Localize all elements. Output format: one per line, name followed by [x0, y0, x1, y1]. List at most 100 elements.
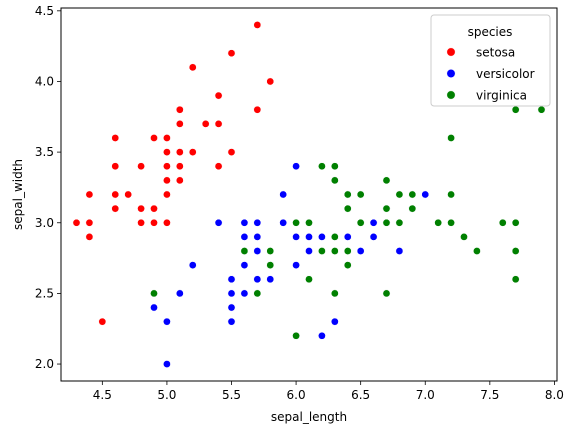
data-point-setosa [137, 162, 145, 171]
x-tick-label: 4.5 [93, 388, 112, 402]
legend-marker-versicolor [446, 69, 456, 78]
data-point-setosa [188, 148, 197, 156]
data-point-setosa [137, 218, 145, 227]
data-point-virginica [498, 218, 507, 227]
data-point-virginica [343, 247, 352, 255]
data-point-versicolor [253, 275, 262, 284]
data-point-virginica [330, 247, 339, 255]
legend-label-versicolor: versicolor [476, 67, 535, 81]
data-point-setosa [175, 148, 184, 156]
data-point-versicolor [240, 233, 249, 241]
data-point-setosa [163, 148, 171, 156]
data-point-setosa [175, 105, 184, 114]
data-point-versicolor [395, 247, 404, 255]
data-point-virginica [343, 190, 352, 199]
data-point-virginica [511, 275, 520, 284]
data-point-setosa [163, 162, 171, 171]
data-point-virginica [343, 204, 352, 213]
y-tick-label: 4.5 [35, 4, 54, 18]
data-point-versicolor [330, 317, 339, 326]
data-point-versicolor [292, 162, 300, 171]
data-point-setosa [266, 77, 275, 86]
data-point-virginica [395, 190, 404, 199]
data-point-setosa [214, 91, 223, 100]
legend: species setosa versicolor virginica [430, 14, 551, 107]
data-point-virginica [382, 289, 391, 298]
data-point-versicolor [150, 303, 158, 312]
data-point-virginica [305, 275, 313, 284]
data-point-setosa [253, 21, 262, 29]
data-point-virginica [511, 105, 520, 114]
legend-marker-setosa [446, 47, 456, 57]
data-point-versicolor [253, 247, 262, 255]
data-point-virginica [460, 233, 468, 241]
data-point-versicolor [369, 233, 378, 241]
data-point-versicolor [188, 261, 197, 269]
data-point-setosa [85, 218, 94, 227]
data-point-setosa [111, 204, 120, 213]
data-point-setosa [188, 63, 197, 72]
data-point-virginica [330, 162, 339, 171]
data-point-versicolor [305, 247, 313, 255]
data-point-virginica [305, 218, 313, 227]
legend-label-virginica: virginica [476, 89, 527, 103]
points-layer [72, 21, 546, 368]
data-point-versicolor [227, 275, 236, 284]
data-point-virginica [447, 218, 455, 227]
x-tick-label: 6.5 [351, 388, 370, 402]
legend-label-setosa: setosa [476, 46, 515, 60]
data-point-versicolor [227, 289, 236, 298]
data-point-versicolor [266, 275, 275, 284]
legend-marker-virginica [446, 90, 456, 100]
data-point-virginica [318, 162, 326, 171]
data-point-setosa [175, 120, 184, 128]
data-point-virginica [266, 247, 275, 255]
legend-title: species [468, 25, 513, 39]
data-point-setosa [111, 162, 120, 171]
x-tick-label: 8.0 [545, 388, 564, 402]
data-point-virginica [408, 204, 417, 213]
legend-entries: setosa versicolor virginica [446, 46, 535, 103]
data-point-virginica [382, 176, 391, 185]
plot-frame [60, 7, 558, 382]
data-point-versicolor [292, 261, 300, 269]
data-point-virginica [447, 190, 455, 199]
data-point-setosa [150, 218, 158, 227]
data-point-virginica [266, 261, 275, 269]
data-point-virginica [537, 105, 546, 114]
data-point-versicolor [214, 218, 223, 227]
data-point-setosa [175, 176, 184, 185]
data-point-versicolor [279, 218, 288, 227]
data-point-setosa [163, 190, 171, 199]
data-point-virginica [240, 247, 249, 255]
x-axis-title: sepal_length [271, 410, 347, 424]
data-point-setosa [111, 134, 120, 142]
data-point-virginica [434, 218, 443, 227]
y-tick-label: 3.5 [35, 145, 54, 159]
data-point-virginica [511, 247, 520, 255]
data-point-setosa [72, 218, 81, 227]
data-point-virginica [356, 218, 365, 227]
data-point-virginica [382, 204, 391, 213]
data-point-setosa [98, 317, 107, 326]
y-tick-label: 4.0 [35, 74, 54, 88]
x-tick-label: 7.5 [480, 388, 499, 402]
y-tick-label: 2.0 [35, 357, 54, 371]
data-point-setosa [201, 120, 210, 128]
data-point-versicolor [369, 218, 378, 227]
data-point-versicolor [240, 218, 249, 227]
data-point-versicolor [227, 317, 236, 326]
data-point-setosa [150, 204, 158, 213]
data-point-versicolor [163, 317, 171, 326]
data-point-virginica [395, 218, 404, 227]
data-point-setosa [175, 162, 184, 171]
x-tick-label: 7.0 [416, 388, 435, 402]
data-point-virginica [447, 134, 455, 142]
data-point-versicolor [175, 289, 184, 298]
data-point-versicolor [356, 247, 365, 255]
data-point-virginica [330, 289, 339, 298]
data-point-virginica [318, 247, 326, 255]
data-point-virginica [511, 218, 520, 227]
data-point-versicolor [240, 289, 249, 298]
